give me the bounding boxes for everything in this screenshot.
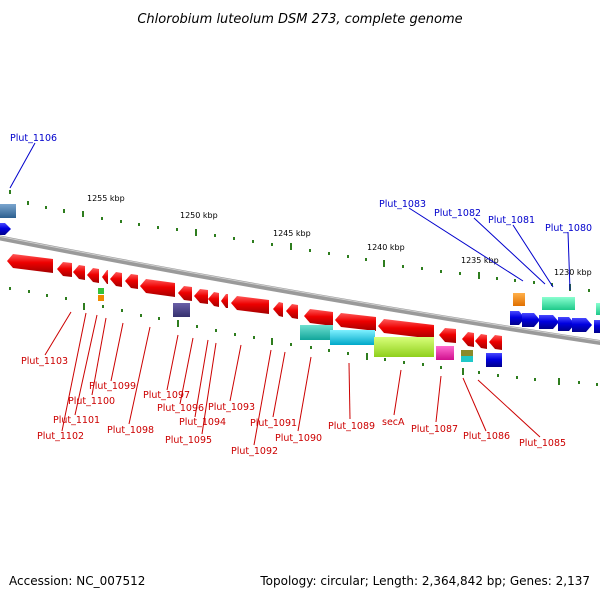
gene-red-feature-14[interactable] xyxy=(273,302,283,317)
gene-red-feature-4[interactable] xyxy=(87,268,99,283)
scale-label-1250: 1250 kbp xyxy=(180,211,218,220)
genome-backbone-highlight xyxy=(0,235,600,342)
accession-text: Accession: NC_007512 xyxy=(9,574,146,588)
inner-tick-row xyxy=(9,287,598,386)
genome-summary-text: Topology: circular; Length: 2,364,842 bp… xyxy=(260,574,590,588)
gene-label-plut-1101[interactable]: Plut_1101 xyxy=(53,415,100,426)
gene-red-feature-1[interactable] xyxy=(7,254,53,273)
gene-blue-feature-1[interactable] xyxy=(510,311,525,325)
gene-seca-feature[interactable] xyxy=(374,337,434,357)
gene-red-feature-18[interactable] xyxy=(378,319,434,339)
gene-blue-feature-3[interactable] xyxy=(539,315,559,329)
gene-label-plut-1099[interactable]: Plut_1099 xyxy=(89,381,136,392)
forward-gene-labels: Plut_1106 Plut_1083 Plut_1082 Plut_1081 … xyxy=(10,133,592,234)
gene-label-plut-1103[interactable]: Plut_1103 xyxy=(21,356,68,367)
gene-label-plut-1086[interactable]: Plut_1086 xyxy=(463,431,510,442)
genome-backbone xyxy=(0,235,600,346)
scale-label-1240: 1240 kbp xyxy=(367,243,405,252)
reverse-leader-lines xyxy=(44,311,541,446)
gene-red-feature-15[interactable] xyxy=(286,304,298,319)
gene-small-orange-feature[interactable] xyxy=(98,295,104,301)
gene-red-feature-21[interactable] xyxy=(475,334,487,349)
gene-red-feature-6[interactable] xyxy=(110,272,122,287)
gene-red-feature-2[interactable] xyxy=(57,262,72,277)
gene-left-blue-feature[interactable] xyxy=(0,223,11,235)
gene-red-feature-20[interactable] xyxy=(462,332,474,347)
gene-label-plut-1090[interactable]: Plut_1090 xyxy=(275,433,322,444)
map-title: Chlorobium luteolum DSM 273, complete ge… xyxy=(137,12,462,27)
gene-plut-1106-feature[interactable] xyxy=(0,204,16,218)
outer-tick-row xyxy=(9,190,590,292)
gene-blue-feature-2[interactable] xyxy=(522,313,540,327)
gene-label-plut-1089[interactable]: Plut_1089 xyxy=(328,421,375,432)
gene-label-plut-1082[interactable]: Plut_1082 xyxy=(434,208,481,219)
scale-label-1245: 1245 kbp xyxy=(273,229,311,238)
gene-olive-feature[interactable] xyxy=(461,350,473,356)
gene-label-plut-1102[interactable]: Plut_1102 xyxy=(37,431,84,442)
gene-mint-feature[interactable] xyxy=(542,297,575,310)
gene-mint-edge-feature[interactable] xyxy=(596,303,600,315)
gene-blue-feature-5[interactable] xyxy=(572,318,592,332)
gene-turquoise-feature[interactable] xyxy=(461,356,473,362)
gene-red-feature-9[interactable] xyxy=(178,286,192,301)
gene-label-plut-1083[interactable]: Plut_1083 xyxy=(379,199,426,210)
gene-red-feature-22[interactable] xyxy=(489,335,502,350)
gene-label-plut-1096[interactable]: Plut_1096 xyxy=(157,403,204,414)
gene-red-feature-10[interactable] xyxy=(194,289,208,304)
scale-label-1230: 1230 kbp xyxy=(554,268,592,277)
gene-label-plut-1094[interactable]: Plut_1094 xyxy=(179,417,226,428)
gene-red-feature-19[interactable] xyxy=(439,328,456,343)
gene-red-feature-12[interactable] xyxy=(221,294,228,308)
gene-red-feature-7[interactable] xyxy=(125,274,138,289)
scale-label-1235: 1235 kbp xyxy=(461,256,499,265)
gene-label-plut-1095[interactable]: Plut_1095 xyxy=(165,435,212,446)
gene-purple-feature[interactable] xyxy=(173,303,190,317)
gene-label-plut-1097[interactable]: Plut_1097 xyxy=(143,390,190,401)
gene-red-feature-8[interactable] xyxy=(140,279,175,297)
gene-label-plut-1091[interactable]: Plut_1091 xyxy=(250,418,297,429)
gene-red-feature-17[interactable] xyxy=(335,313,376,331)
gene-label-plut-1100[interactable]: Plut_1100 xyxy=(68,396,115,407)
gene-label-plut-1087[interactable]: Plut_1087 xyxy=(411,424,458,435)
gene-red-feature-11[interactable] xyxy=(208,292,219,307)
gene-red-feature-13[interactable] xyxy=(231,296,269,314)
gene-red-feature-5[interactable] xyxy=(102,270,108,284)
gene-dark-blue-feature[interactable] xyxy=(486,353,502,367)
gene-label-plut-1081[interactable]: Plut_1081 xyxy=(488,215,535,226)
gene-teal-feature[interactable] xyxy=(300,325,333,340)
gene-red-feature-16[interactable] xyxy=(304,309,333,326)
gene-orange-feature[interactable] xyxy=(513,293,525,306)
gene-label-plut-1093[interactable]: Plut_1093 xyxy=(208,402,255,413)
forward-leader-lines xyxy=(9,142,571,291)
gene-label-plut-1098[interactable]: Plut_1098 xyxy=(107,425,154,436)
gene-label-plut-1092[interactable]: Plut_1092 xyxy=(231,446,278,457)
gene-magenta-feature[interactable] xyxy=(436,346,454,360)
gene-red-feature-3[interactable] xyxy=(73,265,85,280)
forward-strand-features xyxy=(0,204,600,333)
gene-small-green-feature[interactable] xyxy=(98,288,104,294)
gene-label-seca[interactable]: secA xyxy=(382,417,405,428)
reverse-strand-features xyxy=(7,254,502,367)
gene-blue-feature-4[interactable] xyxy=(558,317,575,331)
gene-blue-feature-6[interactable] xyxy=(594,320,600,333)
reverse-gene-labels: Plut_1103 Plut_1099 Plut_1100 Plut_1101 … xyxy=(21,356,566,457)
gene-label-plut-1080[interactable]: Plut_1080 xyxy=(545,223,592,234)
gene-cyan-feature[interactable] xyxy=(330,330,375,345)
gene-label-plut-1085[interactable]: Plut_1085 xyxy=(519,438,566,449)
scale-label-1255: 1255 kbp xyxy=(87,194,125,203)
gene-label-plut-1106[interactable]: Plut_1106 xyxy=(10,133,57,144)
